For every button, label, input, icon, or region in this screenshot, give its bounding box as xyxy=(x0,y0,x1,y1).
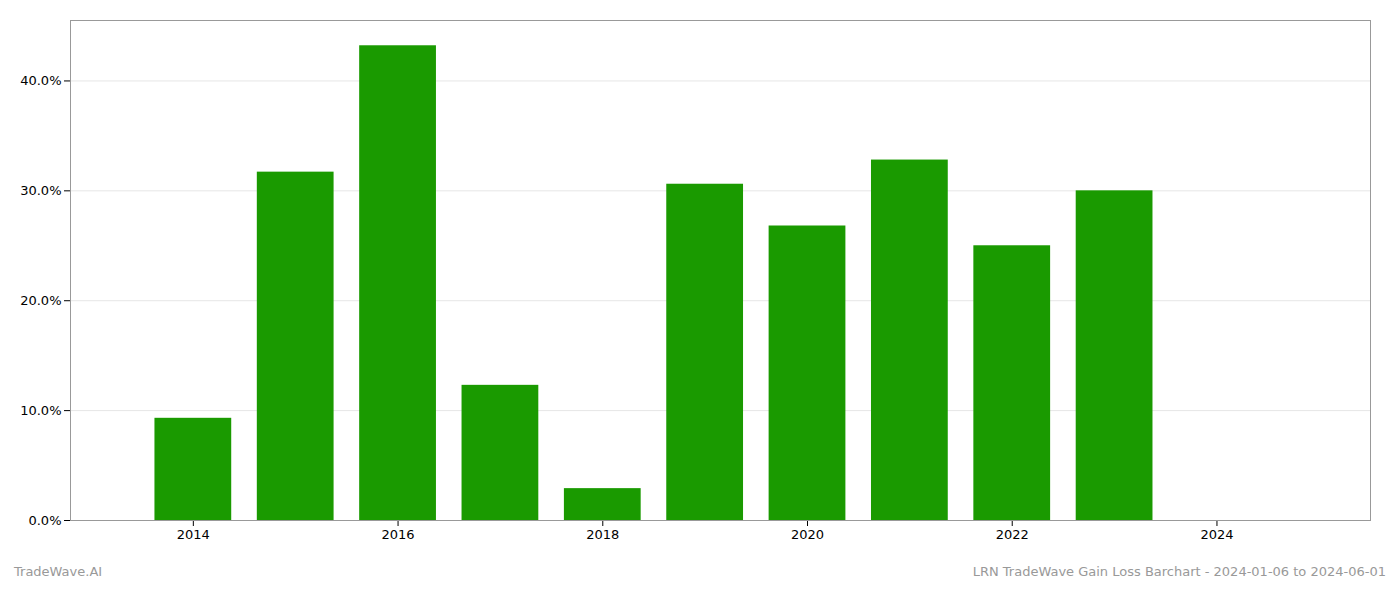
svg-text:2020: 2020 xyxy=(791,527,824,542)
svg-text:0.0%: 0.0% xyxy=(28,513,61,528)
svg-text:2022: 2022 xyxy=(996,527,1029,542)
html-text:LRN TradeWave Gain Loss Barcha: LRN TradeWave Gain Loss Barchart - 2024-… xyxy=(972,564,1386,579)
svg-text:10.0%: 10.0% xyxy=(20,403,61,418)
svg-text:20.0%: 20.0% xyxy=(20,293,61,308)
html-text:TradeWave.AI: TradeWave.AI xyxy=(14,564,103,579)
svg-text:2014: 2014 xyxy=(177,527,210,542)
svg-text:30.0%: 30.0% xyxy=(20,183,61,198)
svg-text:2016: 2016 xyxy=(382,527,415,542)
svg-text:2018: 2018 xyxy=(586,527,619,542)
svg-text:2024: 2024 xyxy=(1200,527,1233,542)
svg-text:40.0%: 40.0% xyxy=(20,73,61,88)
